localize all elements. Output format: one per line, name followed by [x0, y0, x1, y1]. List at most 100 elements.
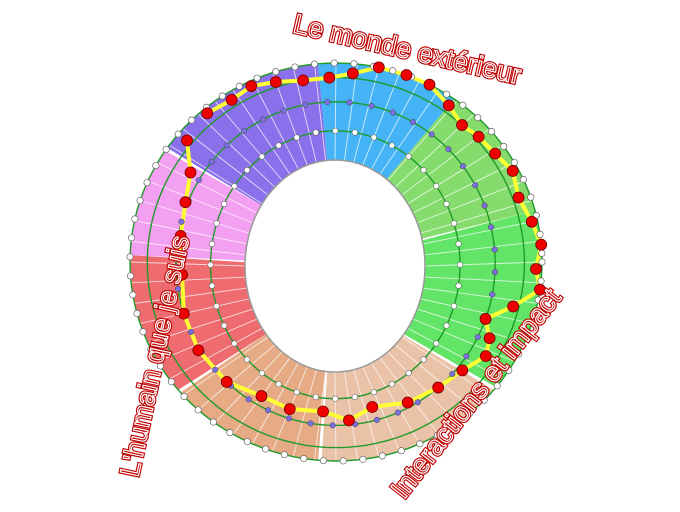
spoke-line	[271, 72, 308, 166]
outer-node	[280, 451, 288, 459]
mid-node	[474, 334, 481, 341]
inner-node	[455, 282, 462, 289]
inner-hole	[244, 159, 426, 373]
mid-node	[307, 420, 314, 427]
spoke-line	[147, 180, 253, 224]
outer-node	[510, 158, 518, 167]
outer-node	[450, 421, 458, 429]
inner-node	[351, 129, 358, 136]
spoke-line	[417, 308, 525, 344]
spoke-line	[334, 62, 337, 161]
path-node	[372, 61, 385, 74]
outer-node	[359, 455, 367, 463]
mid-node	[488, 224, 495, 231]
outer-node	[143, 179, 151, 187]
inner-node	[221, 322, 228, 329]
spoke-line	[407, 327, 503, 380]
outer-node	[162, 145, 170, 153]
outer-node	[443, 90, 451, 98]
mid-node	[409, 119, 417, 126]
spoke-line	[362, 366, 401, 452]
mid-node	[324, 98, 331, 106]
outer-node	[194, 406, 202, 414]
inner-node	[312, 393, 319, 401]
outer-node	[156, 362, 164, 370]
outer-node	[500, 142, 508, 150]
mid-node	[373, 416, 380, 423]
outer-node	[538, 258, 546, 266]
path-node	[506, 165, 519, 177]
outer-node	[330, 59, 338, 67]
spoke-line	[147, 308, 253, 344]
inner-node	[405, 153, 412, 160]
spoke-line	[371, 79, 421, 170]
inner-node	[450, 220, 458, 227]
path-node	[456, 364, 469, 377]
spoke-line	[387, 351, 458, 424]
path-node	[401, 396, 414, 409]
mid-node	[223, 142, 230, 149]
spoke-line	[157, 162, 258, 214]
inner-node	[221, 200, 228, 208]
inner-node	[420, 167, 427, 174]
inner-node	[208, 240, 216, 247]
mid-node	[187, 328, 195, 336]
spoke-line	[353, 67, 380, 163]
path-node	[177, 307, 190, 320]
mid-node	[172, 263, 180, 270]
mid-node	[491, 269, 499, 276]
path-node	[184, 166, 197, 179]
inner-node	[208, 282, 216, 289]
outer-node	[243, 438, 251, 446]
inner-node	[312, 129, 319, 136]
outer-node	[319, 457, 327, 465]
path-node	[346, 67, 359, 80]
outer-node	[519, 175, 528, 184]
outer-node	[226, 429, 234, 437]
mid-node	[208, 158, 215, 165]
sector-2	[318, 63, 455, 180]
path-node	[525, 215, 538, 228]
outer-node	[433, 431, 441, 439]
path-node	[225, 93, 238, 106]
spoke-line	[129, 261, 246, 267]
outer-node	[139, 328, 147, 336]
mid-node	[368, 102, 375, 109]
inner-node	[370, 389, 377, 396]
spoke-line	[134, 287, 248, 304]
outer-node	[515, 350, 523, 358]
inner-node	[213, 220, 220, 227]
inner-node	[332, 395, 339, 402]
outer-node	[487, 127, 496, 135]
spoke-line	[131, 240, 246, 256]
yellow-path	[178, 65, 544, 423]
sector-3	[386, 99, 535, 239]
sector-7	[130, 255, 267, 390]
outer-node	[180, 392, 188, 400]
path-node	[512, 191, 525, 204]
mid-node	[212, 366, 219, 373]
mid-node	[463, 353, 470, 360]
outer-node	[291, 63, 299, 71]
mid-node	[428, 131, 435, 138]
path-node	[179, 196, 192, 209]
path-node	[269, 76, 282, 88]
outer-node	[416, 440, 424, 448]
path-node	[220, 376, 233, 388]
inner-node	[433, 182, 440, 190]
spoke-line	[353, 369, 380, 457]
mid-node	[174, 240, 181, 247]
path-node	[530, 263, 542, 275]
outer-node	[378, 452, 386, 460]
spoke-line	[401, 336, 490, 396]
path-node	[174, 230, 187, 242]
outer-node	[167, 378, 176, 386]
outer-node	[174, 130, 182, 138]
mid-node	[302, 101, 309, 108]
spoke-line	[134, 220, 248, 245]
path-node	[483, 332, 496, 345]
spoke-line	[343, 64, 358, 161]
inner-node	[275, 142, 282, 149]
outer-node	[466, 409, 474, 417]
ring-spokes	[129, 62, 543, 462]
